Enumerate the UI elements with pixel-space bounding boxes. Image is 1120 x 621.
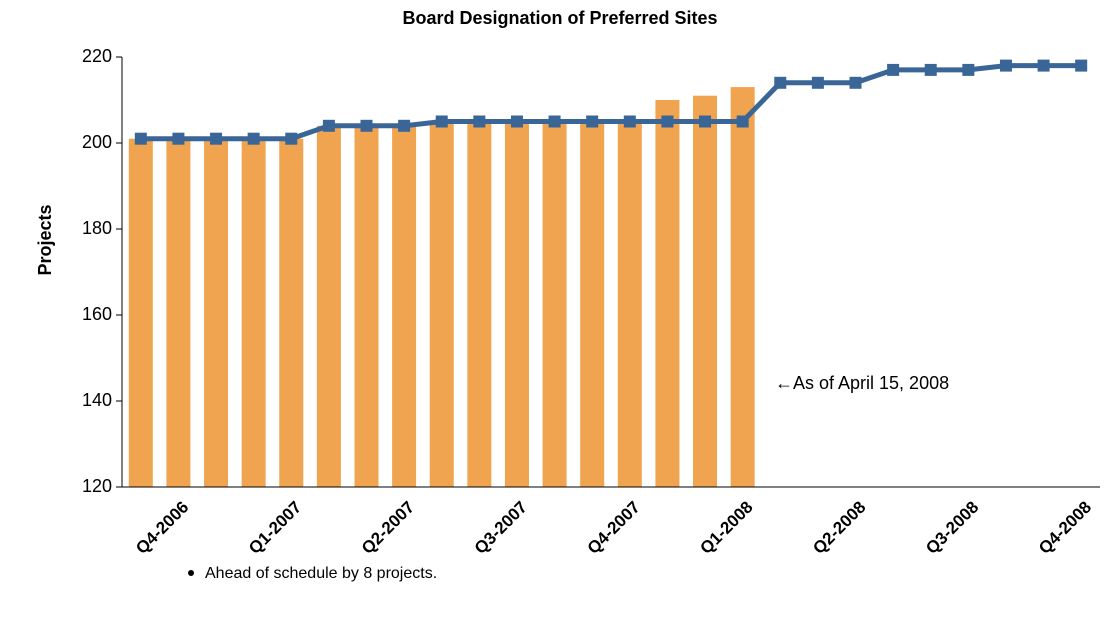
marker [1075, 59, 1088, 72]
chart-title: Board Designation of Preferred Sites [402, 8, 717, 28]
bar [204, 138, 229, 487]
marker [736, 115, 749, 128]
y-tick-label: 200 [82, 132, 112, 152]
marker [247, 132, 260, 145]
marker [435, 115, 448, 128]
x-tick-label: Q3-2008 [922, 498, 982, 558]
bar [241, 138, 266, 487]
x-tick-label: Q4-2008 [1035, 498, 1095, 558]
marker [661, 115, 674, 128]
marker [623, 115, 636, 128]
marker [962, 63, 975, 76]
bar [693, 95, 718, 487]
marker [322, 119, 335, 132]
x-tick-label: Q2-2007 [358, 498, 418, 558]
y-tick-label: 120 [82, 476, 112, 496]
marker [774, 76, 787, 89]
line [140, 63, 1082, 142]
bar [128, 138, 153, 487]
marker [210, 132, 223, 145]
bar [467, 121, 492, 487]
marker [398, 119, 411, 132]
y-tick-label: 220 [82, 46, 112, 66]
y-axis-label: Projects [35, 204, 55, 275]
x-tick-label: Q1-2008 [696, 498, 756, 558]
x-tick-label: Q1-2007 [245, 498, 305, 558]
marker [360, 119, 373, 132]
annotation: ←As of April 15, 2008 [775, 373, 949, 393]
marker [285, 132, 298, 145]
x-tick-label: Q2-2008 [809, 498, 869, 558]
marker [586, 115, 599, 128]
marker [999, 59, 1012, 72]
bar [316, 125, 341, 488]
bar [655, 100, 680, 487]
bar [166, 138, 191, 487]
marker [811, 76, 824, 89]
bullet [188, 570, 194, 576]
marker [1037, 59, 1050, 72]
marker [924, 63, 937, 76]
marker [887, 63, 900, 76]
bar [504, 121, 529, 487]
bar [429, 121, 454, 487]
bar [542, 121, 567, 487]
bar [354, 125, 379, 488]
marker [510, 115, 523, 128]
y-tick-label: 180 [82, 218, 112, 238]
bar [730, 87, 755, 487]
bar [279, 138, 304, 487]
marker [548, 115, 561, 128]
y-tick-label: 160 [82, 304, 112, 324]
note: Ahead of schedule by 8 projects. [205, 565, 437, 582]
y-tick-label: 140 [82, 390, 112, 410]
bar [580, 121, 605, 487]
marker [699, 115, 712, 128]
bar [392, 125, 417, 488]
marker [134, 132, 147, 145]
marker [849, 76, 862, 89]
marker [172, 132, 185, 145]
x-tick-label: Q4-2007 [584, 498, 644, 558]
x-tick-label: Q4-2006 [132, 498, 192, 558]
bar [617, 121, 642, 487]
marker [473, 115, 486, 128]
x-tick-label: Q3-2007 [471, 498, 531, 558]
